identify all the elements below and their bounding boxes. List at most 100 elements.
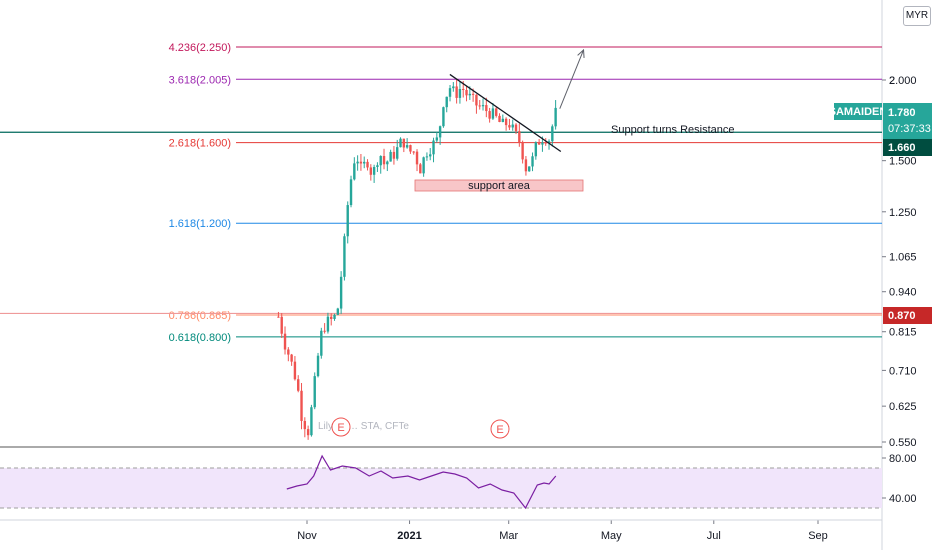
price-tick-label: 1.500	[889, 156, 917, 168]
candle-body	[310, 407, 313, 436]
price-tick-label: 0.710	[889, 365, 917, 377]
candle-body	[528, 166, 531, 172]
time-tick-label: May	[601, 530, 622, 542]
rsi-axis[interactable]: 80.00 40.00	[882, 453, 917, 505]
candle-body	[290, 354, 293, 362]
candle-body	[485, 105, 488, 112]
fib-label: 0.786(0.865)	[169, 310, 231, 322]
chart-pane[interactable]	[0, 0, 882, 550]
candle-body	[531, 156, 534, 167]
price-tick-label: 1.065	[889, 252, 917, 264]
rsi-tick-label: 40.00	[889, 493, 917, 505]
ticker-symbol-tag[interactable]	[834, 103, 882, 120]
candle-body	[372, 167, 376, 175]
candle-body	[297, 379, 300, 391]
time-tick-label: Sep	[808, 530, 828, 542]
resistance-label: Support turns Resistance	[611, 124, 735, 136]
rsi-tick-label: 80.00	[889, 453, 917, 465]
candle-body	[445, 96, 448, 108]
candle-body	[544, 142, 547, 144]
candle-body	[541, 142, 544, 145]
candle-body	[399, 138, 402, 148]
fib-label: 1.618(1.200)	[169, 218, 231, 230]
candle-body	[491, 108, 495, 119]
support-price-tag[interactable]	[883, 139, 932, 156]
candle-body	[514, 124, 518, 132]
candle-body	[442, 107, 445, 127]
projection-arrowhead	[577, 48, 585, 58]
time-axis[interactable]: Nov 2021 Mar May Jul Sep	[0, 519, 882, 542]
candle-body	[415, 151, 419, 165]
candle-body	[422, 157, 425, 174]
time-tick-label: Jul	[707, 530, 721, 542]
time-tick-label: Mar	[499, 530, 518, 542]
price-tick-label: 1.250	[889, 207, 917, 219]
candle-body	[551, 126, 554, 142]
candle-body	[323, 330, 326, 332]
candle-body	[488, 111, 491, 119]
candle-body	[356, 161, 359, 164]
price-tick-label: 0.815	[889, 327, 917, 339]
rsi-band	[0, 468, 882, 508]
earnings-marker-2[interactable]	[490, 419, 510, 439]
candle-body	[504, 118, 508, 126]
countdown-timer: 07:37:33	[888, 123, 931, 135]
candle-body	[366, 161, 369, 168]
rsi-line	[286, 454, 557, 510]
candle-body	[501, 118, 505, 122]
candle-body	[521, 141, 524, 160]
fib-label: 4.236(2.250)	[169, 42, 231, 54]
price-tick-label: 0.550	[889, 437, 917, 449]
candle-body	[402, 138, 406, 148]
red-price-tag[interactable]	[883, 307, 932, 324]
candle-body	[336, 308, 340, 315]
candle-body	[537, 142, 541, 145]
candle-body	[429, 154, 432, 157]
candle-body	[369, 167, 373, 175]
candle-body	[396, 147, 399, 159]
candle-body	[468, 93, 472, 96]
candle-body	[481, 105, 485, 107]
fib-label: 2.618(1.600)	[169, 138, 231, 150]
candle-body	[333, 314, 336, 319]
earnings-marker-1[interactable]	[331, 417, 351, 437]
fib-label: 3.618(2.005)	[169, 74, 231, 86]
candle-body	[435, 137, 439, 141]
candle-body	[392, 151, 396, 159]
candle-body	[458, 88, 462, 98]
candle-body	[379, 156, 382, 166]
candle-body	[326, 316, 330, 332]
candle-body	[518, 131, 521, 142]
candle-body	[280, 316, 283, 334]
price-tick-label: 0.625	[889, 401, 917, 413]
candle-body	[349, 179, 353, 206]
author-watermark: Lily Sa… STA, CFTe	[318, 421, 409, 432]
candle-body	[495, 108, 498, 116]
candle-body	[547, 141, 551, 144]
candle-body	[313, 376, 316, 408]
candle-body	[306, 429, 310, 436]
candle-body	[316, 355, 320, 377]
currency-button[interactable]: MYR	[903, 6, 931, 26]
candle-body	[293, 361, 297, 380]
price-axis[interactable]: 22.000 1.500 1.250 1.065 0.940 0.815 0.710 0.62…	[882, 75, 917, 449]
projection-arrow[interactable]	[559, 49, 585, 109]
candle-body	[475, 94, 478, 106]
candle-body	[389, 151, 392, 162]
candle-body	[498, 115, 501, 122]
support-area-label: support area	[468, 180, 531, 192]
candle-body	[425, 156, 429, 158]
current-price-tag[interactable]	[883, 103, 932, 139]
support-area-box[interactable]	[414, 179, 584, 192]
resistance-trendline[interactable]	[449, 73, 562, 153]
candle-body	[409, 145, 412, 152]
support-price-label: 1.660	[888, 142, 916, 154]
candle-body	[452, 86, 455, 89]
candle-body	[508, 125, 511, 128]
candle-body	[386, 161, 389, 165]
earnings-marker-1-label: E	[337, 422, 344, 434]
candle-body	[455, 86, 458, 98]
candle-body	[363, 161, 366, 164]
candle-body	[343, 236, 346, 277]
